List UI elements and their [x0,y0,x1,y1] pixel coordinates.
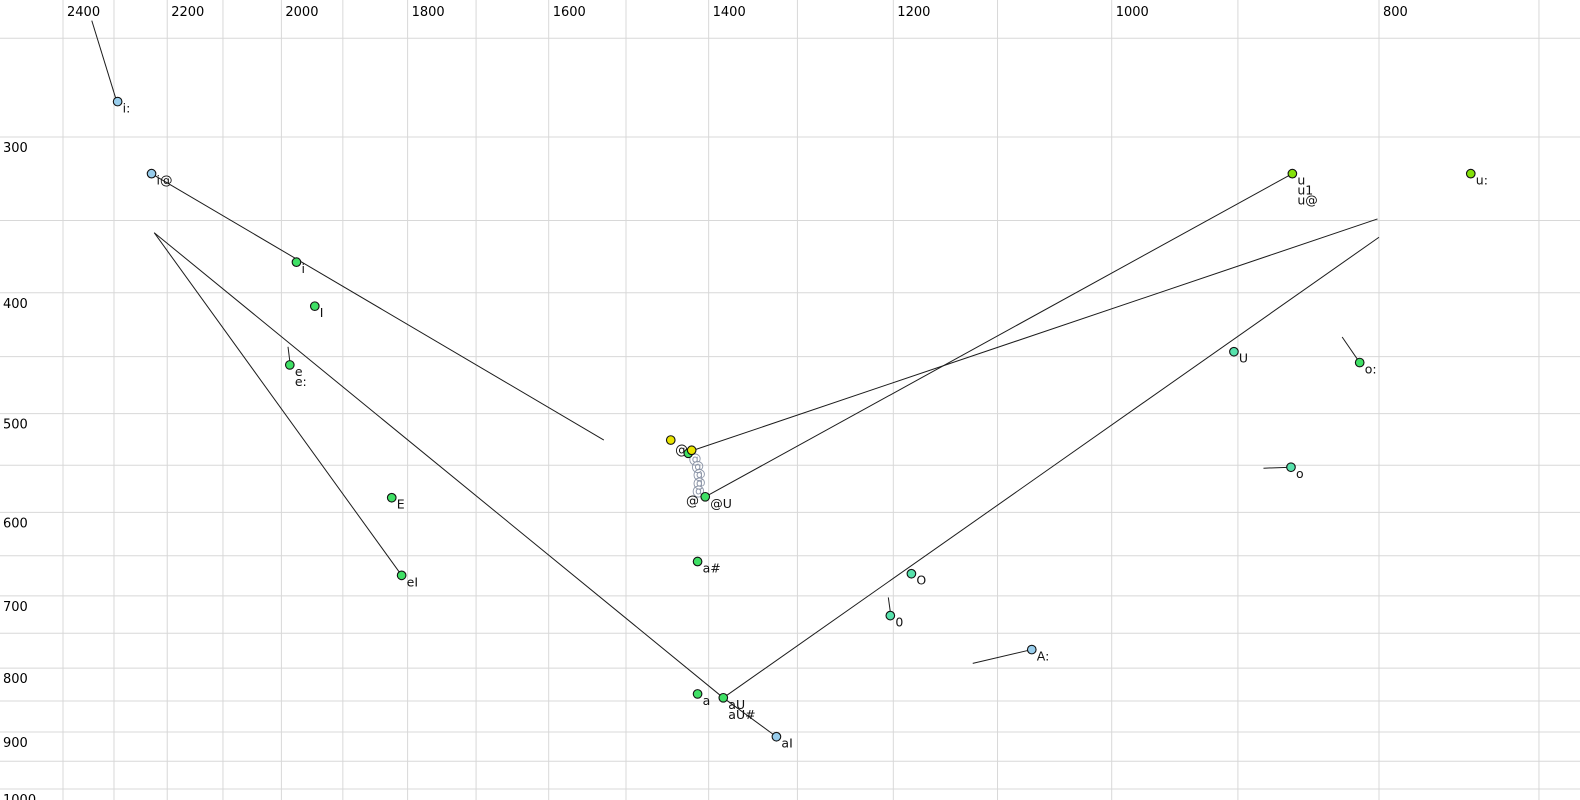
trajectory-aU-right-line [722,236,1380,699]
x-axis-tick-label: 2000 [285,5,318,20]
x-axis-tick-label: 1800 [412,5,445,20]
trajectory-schwa-U-line [704,173,1293,498]
y-axis-tick-label: 300 [3,141,28,156]
vowel-point-U[interactable] [1229,346,1239,357]
trajectory-i-long-tail [91,20,117,98]
y-axis-tick-label: 400 [3,297,28,312]
x-axis-tick-label: 1600 [553,5,586,20]
vowel-point-schwa-y2[interactable] [686,445,697,456]
y-axis-tick-label: 800 [3,672,28,687]
vowel-point-i-schwa[interactable] [146,168,157,179]
vowel-label-a-hash: a# [703,561,721,576]
vowel-point-a[interactable] [692,689,703,699]
vowel-label-i: i [301,261,304,276]
vowel-label-schwa-U: @U [710,496,732,511]
vowel-point-eI[interactable] [396,570,407,581]
vowel-label-E: E [397,497,405,512]
vowel-label-i-schwa: i@ [157,173,173,188]
y-axis-tick-label: 1000 [3,793,36,800]
vowel-point-a-hash[interactable] [692,556,703,567]
vowel-point-aU[interactable] [718,692,729,703]
trajectory-i-schwa-line [151,173,605,441]
vowel-label-aU: aU [728,697,745,712]
vowel-label-0: 0 [895,615,903,630]
trajectory-aI-line [153,232,777,738]
vowel-label-o: o [1296,466,1304,481]
trajectory-schwa-right-line [693,218,1378,451]
y-axis-tick-label: 500 [3,418,28,433]
y-axis-tick-label: 600 [3,516,28,531]
vowel-point-I[interactable] [309,301,320,312]
schwa-text-label: @ [686,494,699,509]
trajectory-eI-line [153,232,403,576]
vowel-point-aI[interactable] [771,731,782,742]
vowel-point-schwa-y1[interactable] [665,435,676,445]
vowel-label-e: e: [295,374,307,389]
vowel-label-O: O [916,573,926,588]
trajectory-e-tail [287,346,291,362]
x-axis-tick-label: 2200 [171,5,204,20]
x-axis-tick-label: 1400 [713,5,746,20]
vowel-point-o[interactable] [1286,462,1296,473]
vowel-point-E[interactable] [386,492,397,503]
vowel-point-u[interactable] [1287,168,1298,179]
trajectory-A-long-tail [972,649,1032,664]
vowel-point-e[interactable] [284,360,295,370]
vowel-label-a: a [703,693,711,708]
x-axis-tick-label: 1200 [897,5,930,20]
ghost-schwa-mark: @ [693,468,706,483]
vowel-point-0[interactable] [885,610,896,621]
vowel-point-u-long[interactable] [1465,168,1476,179]
vowel-label-aI: aI [781,736,792,751]
vowel-point-i[interactable] [291,257,302,268]
trajectory-0-tail [887,597,891,612]
y-axis-tick-label: 700 [3,600,28,615]
x-axis-tick-label: 800 [1383,5,1408,20]
vowel-label-A-long: A: [1037,649,1050,664]
vowel-point-O[interactable] [906,568,917,579]
ghost-schwa-mark: @ [693,476,706,491]
vowel-label-u-long: u: [1476,173,1488,188]
y-axis-tick-label: 900 [3,736,28,751]
vowel-point-i-long[interactable] [112,96,123,107]
vowel-label-i-long: i: [123,101,131,116]
vowel-label-o-long: o: [1365,362,1377,377]
vowel-label-u: u@ [1297,193,1317,208]
vowel-point-A-long[interactable] [1026,644,1037,655]
vowel-label-e: e [295,364,303,379]
vowel-label-U: U [1239,351,1248,366]
vowel-label-u: u [1297,173,1305,188]
vowel-label-eI: eI [407,574,418,589]
vowel-label-aU: aU# [728,707,755,722]
ghost-schwa-mark: @ [691,460,704,475]
vowel-label-u: u1 [1297,183,1313,198]
x-axis-tick-label: 1000 [1116,5,1149,20]
x-axis-tick-label: 2400 [67,5,100,20]
vowel-point-o-long[interactable] [1354,357,1365,368]
trajectory-o-long-tail [1341,336,1361,363]
vowel-point-schwa-U[interactable] [700,491,711,502]
vowel-label-I: I [320,305,324,320]
